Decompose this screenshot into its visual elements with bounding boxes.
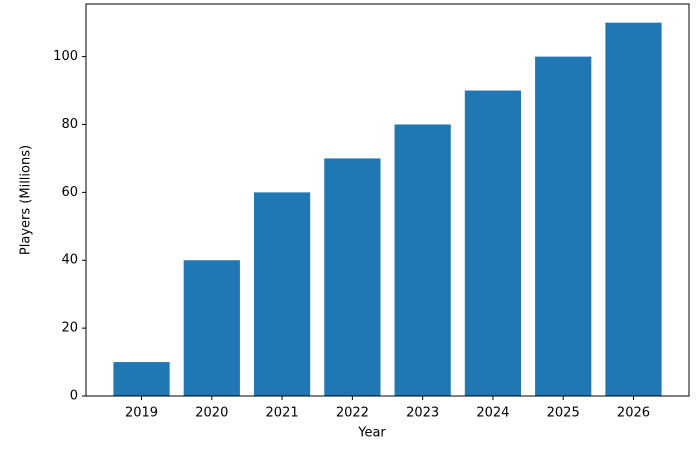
y-tick-label: 20 [61,321,78,336]
plot-frame [85,3,690,397]
bar [605,22,662,397]
x-tick-label: 2019 [125,406,158,421]
x-axis-label: Year [357,426,386,441]
x-tick-label: 2020 [195,406,228,421]
y-tick-label: 0 [70,389,78,404]
y-tick-label: 100 [53,49,78,64]
bar [253,192,311,396]
x-tick-label: 2023 [406,406,439,421]
bar [535,56,592,397]
bar [183,260,240,396]
y-tick-label: 40 [61,253,78,268]
x-tick-label: 2021 [266,406,299,421]
x-tick-label: 2024 [476,406,509,421]
bar [464,90,522,396]
x-tick-label: 2026 [617,406,650,421]
bar [113,362,170,396]
bar [394,124,451,396]
x-tick-label: 2022 [336,406,369,421]
bar [324,158,381,396]
y-axis-label: Players (Millions) [19,145,34,255]
y-tick-label: 60 [61,185,78,200]
y-tick-label: 80 [61,117,78,132]
x-tick-label: 2025 [547,406,580,421]
